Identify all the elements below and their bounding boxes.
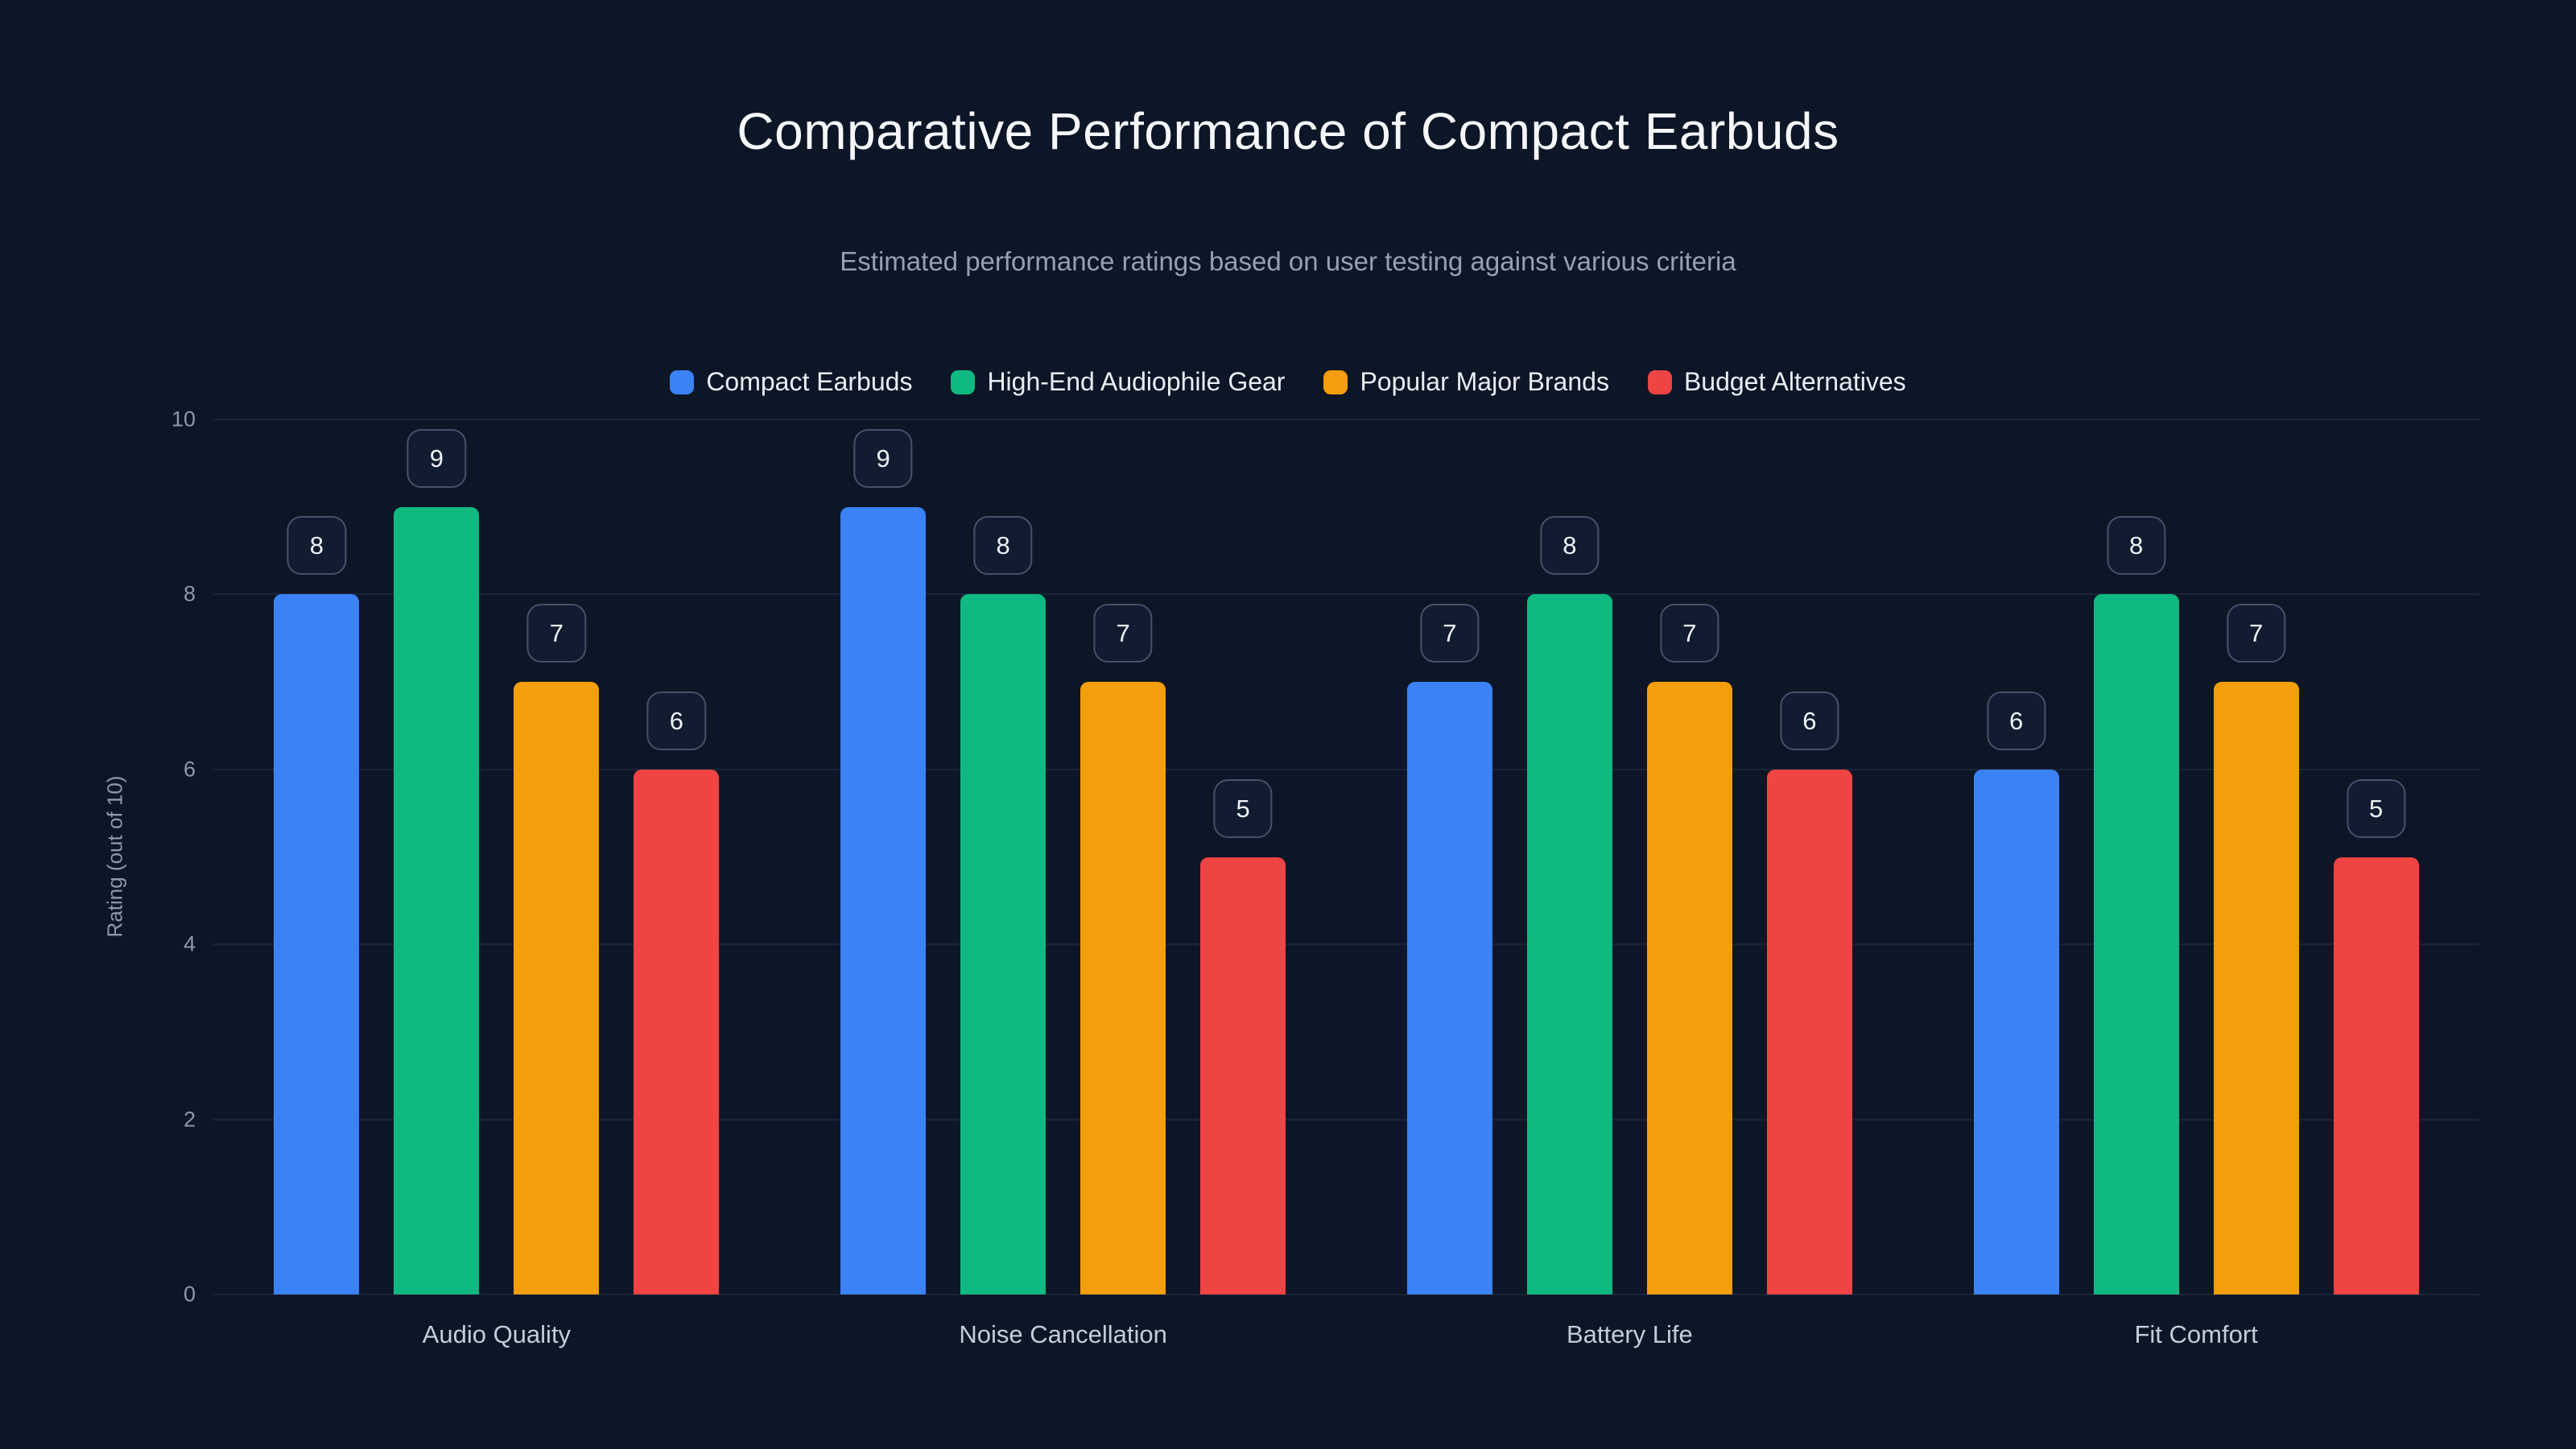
bar[interactable]: 9 <box>840 428 927 1294</box>
bar-group: 8 9 7 6 <box>213 419 780 1294</box>
y-tick-label: 6 <box>183 757 196 782</box>
legend-item[interactable]: Budget Alternatives <box>1647 367 1906 397</box>
bar[interactable]: 6 <box>1973 691 2059 1294</box>
gridline <box>213 768 2479 770</box>
gridline <box>213 593 2479 596</box>
bar[interactable]: 8 <box>2093 516 2179 1294</box>
bar-value-badge: 6 <box>1987 691 2046 750</box>
bar-value-badge: 8 <box>2107 516 2166 576</box>
bar[interactable]: 5 <box>1200 778 1286 1294</box>
legend-swatch <box>1647 369 1672 394</box>
bar[interactable]: 5 <box>2333 778 2419 1294</box>
bar[interactable]: 6 <box>634 691 720 1294</box>
legend-label: Popular Major Brands <box>1360 367 1609 396</box>
legend-item[interactable]: Compact Earbuds <box>670 367 912 397</box>
bar[interactable]: 7 <box>1080 604 1166 1294</box>
legend-item[interactable]: Popular Major Brands <box>1323 367 1609 397</box>
x-category-label: Fit Comfort <box>2134 1320 2258 1348</box>
legend-swatch <box>951 369 976 394</box>
bar-group: 6 8 7 5 <box>1913 419 2479 1294</box>
y-tick-label: 8 <box>183 581 196 606</box>
y-tick-label: 4 <box>183 931 196 956</box>
bar-value-badge: 8 <box>1540 516 1600 576</box>
gridline <box>213 419 2479 420</box>
bar[interactable]: 8 <box>274 516 360 1294</box>
bar[interactable]: 7 <box>2213 604 2299 1294</box>
bar-value-badge: 7 <box>1660 604 1719 663</box>
bar-value-badge: 7 <box>526 604 586 663</box>
bar-value-badge: 5 <box>2347 778 2406 838</box>
bar-value-badge: 5 <box>1213 778 1273 838</box>
y-axis-title: Rating (out of 10) <box>102 775 127 938</box>
legend-label: Compact Earbuds <box>706 367 913 396</box>
bar-value-badge: 6 <box>646 691 706 750</box>
bar-value-badge: 9 <box>853 428 913 488</box>
bar-value-badge: 8 <box>287 516 346 576</box>
gridline <box>213 1294 2479 1295</box>
legend-swatch <box>670 369 695 394</box>
legend-item[interactable]: High-End Audiophile Gear <box>951 367 1285 397</box>
legend-swatch <box>1323 369 1348 394</box>
bar[interactable]: 6 <box>1766 691 1852 1294</box>
legend: Compact Earbuds High-End Audiophile Gear P… <box>0 367 2576 397</box>
chart-title: Comparative Performance of Compact Earbu… <box>737 102 1839 160</box>
gridline <box>213 943 2479 946</box>
bar[interactable]: 8 <box>960 516 1046 1294</box>
y-tick-label: 10 <box>171 407 196 431</box>
bar-value-badge: 7 <box>1420 604 1480 663</box>
y-tick-label: 2 <box>183 1107 196 1132</box>
x-category-label: Noise Cancellation <box>959 1320 1167 1348</box>
bar[interactable]: 9 <box>394 428 480 1294</box>
gridline <box>213 1118 2479 1121</box>
bar-value-badge: 7 <box>1093 604 1153 663</box>
x-category-label: Audio Quality <box>422 1320 572 1348</box>
bar[interactable]: 7 <box>1406 604 1492 1294</box>
legend-label: Budget Alternatives <box>1683 367 1906 396</box>
x-axis-labels: Audio Quality Noise Cancellation Battery L… <box>213 1320 2479 1349</box>
chart-subtitle: Estimated performance ratings based on u… <box>840 246 1736 276</box>
bar[interactable]: 7 <box>1646 604 1732 1294</box>
bar[interactable]: 7 <box>514 604 600 1294</box>
bar-value-badge: 7 <box>2227 604 2286 663</box>
y-tick-label: 0 <box>183 1282 196 1307</box>
bar-value-badge: 6 <box>1780 691 1839 750</box>
bar-value-badge: 8 <box>973 516 1033 576</box>
legend-label: High-End Audiophile Gear <box>987 367 1286 396</box>
bar[interactable]: 8 <box>1526 516 1612 1294</box>
bar-value-badge: 9 <box>407 428 466 488</box>
x-category-label: Battery Life <box>1566 1320 1693 1348</box>
bar-group: 7 8 7 6 <box>1347 419 1913 1294</box>
